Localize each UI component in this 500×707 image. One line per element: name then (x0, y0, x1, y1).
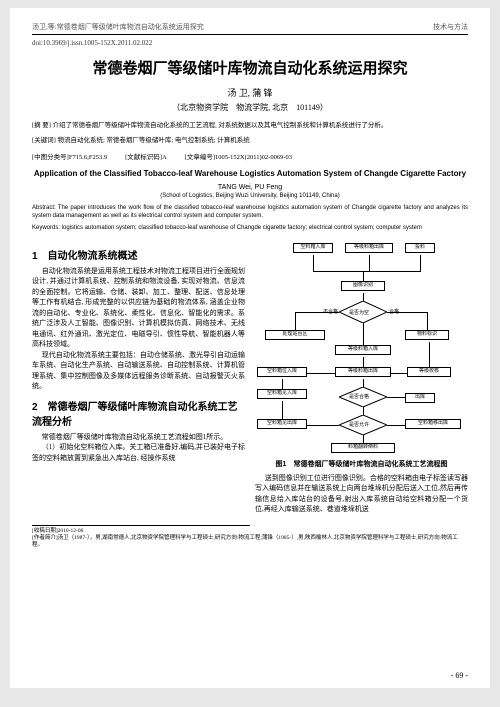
fc-node: 处理站台区 (265, 330, 325, 340)
running-header: 汤卫,等:常德卷烟厂等级储叶库物流自动化系统运用探究 技术与方法 (32, 22, 468, 35)
fc-node: 空料箱入库 (293, 243, 333, 253)
fc-edge (307, 373, 335, 374)
fc-node: 等级校核 (407, 367, 451, 377)
fc-node: 空料箱位入库 (257, 367, 307, 377)
affiliation-chinese: （北京物资学院 物流学院, 北京 101149） (32, 102, 468, 113)
fc-diamond-label: 是否合格 (349, 393, 369, 400)
fc-edge (307, 425, 339, 426)
fc-edge (363, 323, 364, 345)
fc-edge (295, 312, 339, 313)
fc-edge (387, 425, 405, 426)
fc-diamond-label: 是否允许 (349, 421, 369, 428)
fc-node: 等级料箱出库 (345, 243, 393, 253)
affiliation-english: (School of Logistics, Beijing Wuzi Unive… (32, 193, 468, 199)
fc-node: 料箱翻转倒料 (331, 443, 395, 453)
figure-1-caption: 图1 常德卷烟厂等级储叶库物流自动化系统工艺流程图 (255, 459, 468, 469)
section-2-p2: （1）初始化空料箱位入库。关工箱已准备好,编码,并已装好电子标签的空料箱放置到紧… (32, 442, 245, 463)
right-column-continuation: 送到图像识别工位进行图像识别。合格的空料箱由电子标签读写器写入编码信息并在输送系… (255, 473, 468, 515)
fc-edge (313, 271, 421, 272)
fc-node: 空料箱见出库 (257, 419, 307, 429)
section-2-p1: 常德卷烟厂等级储叶库物流自动化系统工艺流程如图1所示。 (32, 432, 245, 443)
footnote-received: [收稿日期]2010-12-06 (32, 528, 468, 535)
fc-edge (387, 397, 405, 398)
authors-english: TANG Wei, PU Feng (32, 184, 468, 191)
right-column: 空料箱入库 等级料箱出库 投料 图像识别 是否为空 不合格 合格 (255, 241, 468, 515)
fc-edge (363, 271, 364, 281)
fc-edge (391, 373, 407, 374)
keywords-chinese: [关键词] 物流自动化系统; 常德卷烟厂等级储叶库; 电气控制系统; 计算机系统 (32, 136, 468, 145)
fc-edge (363, 435, 364, 443)
classification-row: [中图分类号]F715.6;F253.9 [文献标识码]A [文章编号]1005… (32, 151, 468, 161)
fc-node: 物料标识 (405, 330, 449, 340)
fc-edge (369, 255, 370, 271)
section-1-p1: 自动化物流系统是运用系统工程技术对物流工程项目进行全面规划设计, 并通过计算机系… (32, 266, 245, 350)
fc-edge (363, 407, 364, 415)
fc-edge (363, 357, 364, 367)
clc-code: [中图分类号]F715.6;F253.9 (32, 151, 107, 161)
page-number: - 69 - (451, 671, 468, 680)
doi: doi:10.3969/j.issn.1005-152X.2011.02.022 (32, 39, 468, 47)
fc-edge (427, 312, 428, 330)
figure-1-flowchart: 空料箱入库 等级料箱出库 投料 图像识别 是否为空 不合格 合格 (255, 241, 468, 455)
section-1-heading: 1 自动化物流系统概述 (32, 247, 245, 262)
two-column-body: 1 自动化物流系统概述 自动化物流系统是运用系统工程技术对物流工程项目进行全面规… (32, 241, 468, 515)
section-2-heading: 2 常德卷烟厂等级储叶库物流自动化系统工艺流程分析 (32, 398, 245, 428)
fc-node: 图像识别 (341, 281, 385, 291)
running-header-right: 技术与方法 (433, 22, 468, 32)
left-column: 1 自动化物流系统概述 自动化物流系统是运用系统工程技术对物流工程项目进行全面规… (32, 241, 245, 515)
fc-edge (282, 401, 283, 419)
fc-edge (363, 379, 364, 387)
fc-node: 等级料箱出库 (335, 367, 391, 377)
page: 汤卫,等:常德卷烟厂等级储叶库物流自动化系统运用探究 技术与方法 doi:10.… (10, 8, 490, 688)
footnote-author-bio: [作者简介]汤卫（1987-），男,湖南常德人,北京物资学院管理科学与工程硕士,… (32, 535, 468, 549)
running-header-left: 汤卫,等:常德卷烟厂等级储叶库物流自动化系统运用探究 (32, 22, 204, 32)
abstract-chinese: [摘 要] 介绍了常德卷烟厂等级储叶库物流自动化系统的工艺流程, 对系统数据以及… (32, 121, 468, 130)
fc-edge (295, 312, 296, 330)
title-english: Application of the Classified Tobacco-le… (32, 169, 468, 178)
fc-diamond-label: 是否为空 (349, 309, 369, 316)
fc-edge (363, 293, 364, 301)
article-number: [文章编号]1005-152X(2011)02-0069-03 (185, 151, 292, 161)
fc-node: 空料箱见入库 (257, 389, 307, 399)
abstract-english: Abstract: The paper introduces the work … (32, 205, 468, 221)
footnote-rule (32, 525, 250, 526)
title-chinese: 常德卷烟厂等级储叶库物流自动化系统运用探究 (32, 57, 468, 78)
doc-code: [文献标识码]A (125, 151, 167, 161)
fc-edge (313, 255, 314, 271)
fc-node: 等级料箱入库 (335, 345, 391, 355)
fc-node: 出库 (405, 393, 435, 403)
section-1-p2: 现代自动化物流系统主要包括：自动仓储系统、激光导引自动运输车系统、自动化生产系统… (32, 350, 245, 392)
fc-node: 投料 (405, 243, 435, 253)
fc-edge (429, 342, 430, 367)
authors-chinese: 汤 卫, 蒲 锋 (32, 86, 468, 99)
fc-node: 空料箱移出库 (405, 419, 461, 429)
fc-edge (282, 379, 283, 389)
fc-edge (420, 255, 421, 271)
fc-edge (387, 312, 427, 313)
keywords-english: Keywords: logistics automation system; c… (32, 225, 468, 231)
